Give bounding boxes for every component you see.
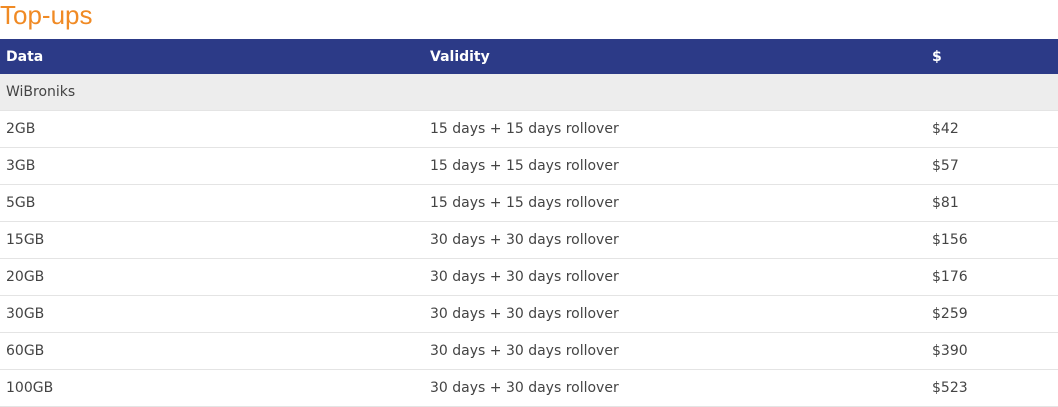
cell-price: $156 <box>926 221 1058 259</box>
table-row: 30GB 30 days + 30 days rollover $259 <box>0 295 1058 333</box>
topups-table: Data Validity $ WiBroniks 2GB 15 days + 1… <box>0 39 1058 407</box>
cell-validity: 30 days + 30 days rollover <box>424 369 926 407</box>
cell-data: 60GB <box>0 332 424 370</box>
cell-validity: 15 days + 15 days rollover <box>424 184 926 222</box>
cell-data: 3GB <box>0 147 424 185</box>
group-row: WiBroniks <box>0 74 1058 111</box>
cell-price: $176 <box>926 258 1058 296</box>
group-label: WiBroniks <box>0 74 1058 111</box>
table-header: Data Validity $ <box>0 39 1058 74</box>
cell-data: 5GB <box>0 184 424 222</box>
cell-validity: 15 days + 15 days rollover <box>424 147 926 185</box>
cell-price: $81 <box>926 184 1058 222</box>
page-title: Top-ups <box>0 0 93 30</box>
table-row: 15GB 30 days + 30 days rollover $156 <box>0 221 1058 259</box>
cell-price: $390 <box>926 332 1058 370</box>
cell-price: $57 <box>926 147 1058 185</box>
cell-validity: 30 days + 30 days rollover <box>424 295 926 333</box>
header-price: $ <box>926 39 1058 74</box>
cell-data: 20GB <box>0 258 424 296</box>
table-row: 20GB 30 days + 30 days rollover $176 <box>0 258 1058 296</box>
cell-validity: 30 days + 30 days rollover <box>424 332 926 370</box>
cell-data: 100GB <box>0 369 424 407</box>
cell-price: $259 <box>926 295 1058 333</box>
table-row: 60GB 30 days + 30 days rollover $390 <box>0 332 1058 370</box>
header-validity: Validity <box>424 39 926 74</box>
cell-validity: 30 days + 30 days rollover <box>424 258 926 296</box>
table-row: 100GB 30 days + 30 days rollover $523 <box>0 369 1058 407</box>
header-data: Data <box>0 39 424 74</box>
cell-data: 15GB <box>0 221 424 259</box>
cell-data: 30GB <box>0 295 424 333</box>
table-row: 3GB 15 days + 15 days rollover $57 <box>0 147 1058 185</box>
cell-price: $42 <box>926 110 1058 148</box>
cell-data: 2GB <box>0 110 424 148</box>
table-row: 2GB 15 days + 15 days rollover $42 <box>0 110 1058 148</box>
cell-price: $523 <box>926 369 1058 407</box>
cell-validity: 15 days + 15 days rollover <box>424 110 926 148</box>
table-row: 5GB 15 days + 15 days rollover $81 <box>0 184 1058 222</box>
cell-validity: 30 days + 30 days rollover <box>424 221 926 259</box>
